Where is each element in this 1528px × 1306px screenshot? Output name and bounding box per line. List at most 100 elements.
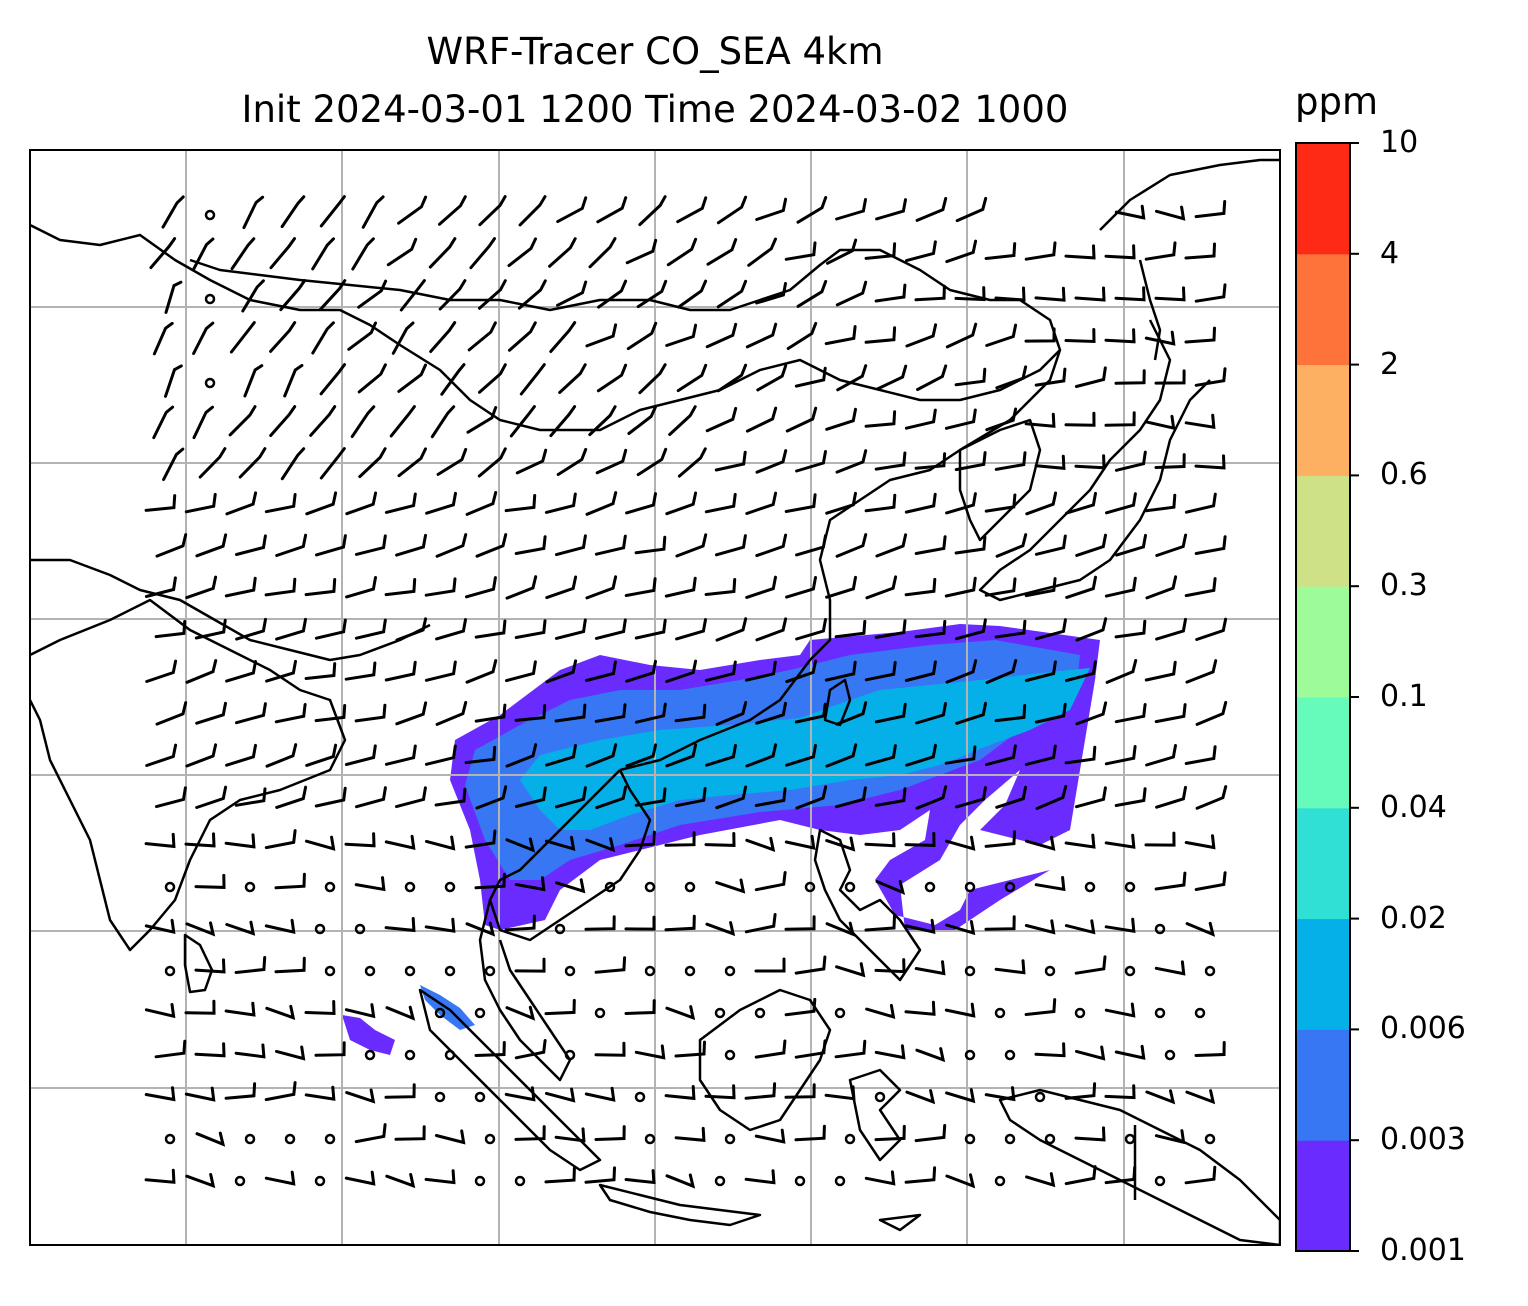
wind-barb-icon	[519, 363, 546, 396]
wind-barb-icon	[636, 447, 668, 477]
wind-barb-icon	[1184, 745, 1217, 765]
coast-philippines	[813, 828, 922, 982]
calm-wind-circle-icon	[474, 1007, 486, 1019]
wind-barb-icon	[984, 577, 1017, 597]
wind-barb-icon	[152, 405, 175, 440]
wind-barb-icon	[636, 279, 668, 309]
wind-barb-icon	[225, 743, 257, 767]
wind-barb-icon	[754, 1039, 787, 1059]
wind-barb-icon	[1104, 1165, 1137, 1185]
wind-barb-icon	[555, 534, 587, 557]
wind-barb-icon	[505, 660, 537, 683]
wind-barb-icon	[715, 534, 747, 557]
wind-barb-icon	[514, 876, 546, 892]
wind-barb-icon	[558, 363, 587, 394]
calm-wind-circle-icon	[474, 1091, 486, 1103]
wind-barb-icon	[184, 832, 216, 848]
wind-barb-icon	[1065, 491, 1097, 515]
wind-barb-icon	[1155, 533, 1188, 557]
wind-barb-icon	[395, 786, 427, 809]
wind-barb-icon	[1035, 618, 1067, 641]
wind-barb-icon	[275, 785, 308, 809]
wind-barb-icon	[424, 1169, 456, 1185]
wind-barb-icon	[305, 743, 338, 767]
wind-barb-icon	[192, 237, 215, 271]
wind-barb-icon	[1075, 786, 1107, 809]
wind-barb-icon	[145, 659, 178, 683]
wind-barb-icon	[464, 829, 497, 849]
calm-wind-circle-icon	[324, 881, 336, 893]
wind-barb-icon	[874, 619, 907, 639]
wind-barb-icon	[745, 836, 776, 853]
wind-barb-icon	[1064, 919, 1096, 935]
wind-barb-icon	[665, 659, 698, 683]
coast-japan	[978, 319, 1211, 602]
calm-wind-circle-icon	[1074, 1007, 1086, 1019]
wind-barb-icon	[874, 787, 907, 807]
wind-barb-icon	[435, 701, 468, 726]
wind-barb-icon	[995, 533, 1028, 558]
wind-barb-icon	[874, 1044, 906, 1060]
map-frame	[29, 149, 1281, 1246]
wind-barb-icon	[345, 1088, 376, 1104]
wind-barb-icon	[744, 1169, 776, 1185]
wind-barb-icon	[1024, 744, 1057, 766]
wind-barb-icon	[825, 407, 857, 431]
wind-barb-icon	[745, 743, 778, 768]
wind-barb-icon	[785, 406, 818, 433]
wind-barb-icon	[192, 321, 215, 355]
wind-barb-icon	[835, 449, 868, 474]
wind-barb-icon	[435, 618, 467, 641]
wind-barb-icon	[794, 366, 827, 388]
wind-barb-icon	[1194, 283, 1227, 303]
wind-barb-icon	[835, 701, 868, 726]
wind-barb-icon	[584, 1086, 616, 1102]
calm-wind-circle-icon	[234, 1175, 246, 1187]
wind-barb-icon	[344, 744, 377, 766]
calm-wind-circle-icon	[324, 965, 336, 977]
wind-barb-icon	[825, 743, 858, 768]
calm-wind-circle-icon	[804, 881, 816, 893]
wind-barb-icon	[1024, 241, 1057, 261]
wind-barb-icon	[505, 837, 536, 853]
wind-barb-icon	[594, 1041, 626, 1057]
calm-wind-circle-icon	[284, 1133, 296, 1145]
wind-barb-icon	[384, 1083, 416, 1099]
wind-barb-icon	[280, 195, 306, 229]
wind-barb-icon	[224, 1001, 256, 1017]
wind-barb-icon	[994, 704, 1027, 723]
wind-barb-icon	[834, 619, 867, 639]
calm-wind-circle-icon	[834, 1175, 846, 1187]
wind-barb-icon	[676, 196, 708, 224]
wind-barb-icon	[1115, 533, 1147, 557]
wind-barb-icon	[915, 785, 948, 810]
wind-barb-icon	[1034, 286, 1066, 302]
wind-barb-icon	[864, 410, 897, 428]
wind-barb-icon	[1065, 660, 1097, 683]
wind-barb-icon	[945, 492, 977, 515]
wind-barb-icon	[1194, 871, 1227, 891]
wind-barb-icon	[465, 576, 497, 599]
colorbar-segment	[1296, 1029, 1350, 1141]
wind-barb-icon	[715, 878, 746, 894]
calm-wind-circle-icon	[644, 1133, 656, 1145]
wind-barb-icon	[1025, 491, 1058, 516]
wind-barb-icon	[1194, 200, 1227, 219]
wind-barb-icon	[664, 831, 696, 847]
wind-barb-icon	[1184, 242, 1216, 260]
wind-barb-icon	[585, 323, 618, 348]
wind-barb-icon	[677, 447, 707, 478]
wind-barb-icon	[914, 452, 947, 470]
wind-barb-icon	[162, 447, 185, 481]
wind-barb-icon	[794, 1039, 827, 1059]
wind-barb-icon	[1154, 369, 1186, 385]
wind-barb-icon	[704, 832, 736, 847]
wind-barb-icon	[904, 408, 937, 430]
wind-barb-icon	[835, 280, 868, 307]
wind-barb-icon	[1154, 1129, 1186, 1145]
wind-barb-icon	[304, 578, 337, 597]
wind-barb-icon	[1195, 785, 1228, 810]
wind-barb-icon	[234, 1043, 266, 1059]
wind-barb-icon	[305, 835, 336, 851]
wind-barb-icon	[875, 879, 906, 895]
